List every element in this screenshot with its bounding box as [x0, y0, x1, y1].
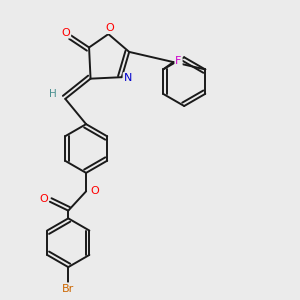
Text: O: O — [90, 186, 99, 196]
Text: Br: Br — [62, 284, 74, 293]
Text: O: O — [105, 23, 114, 33]
Text: F: F — [175, 56, 182, 65]
Text: O: O — [39, 194, 48, 204]
Text: N: N — [124, 73, 132, 83]
Text: O: O — [61, 28, 70, 38]
Text: H: H — [49, 89, 57, 99]
